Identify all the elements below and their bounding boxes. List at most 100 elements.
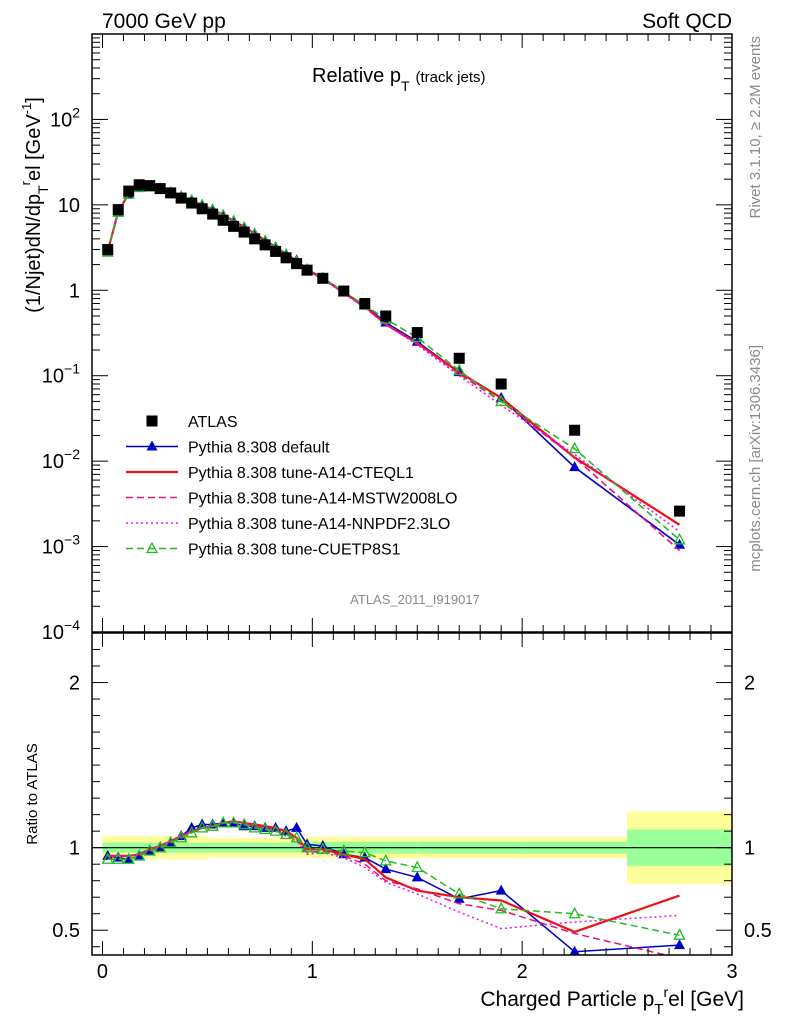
- analysis-id: ATLAS_2011_I919017: [350, 592, 480, 607]
- main-data-point: [568, 441, 581, 454]
- legend-marker-swatch: [145, 541, 159, 554]
- main-data-point: [317, 272, 329, 284]
- ratio-data-point: [154, 840, 167, 853]
- ratio-data-point: [185, 825, 198, 838]
- ratio-y-tick-label-left: 2: [69, 673, 80, 695]
- ratio-data-point: [122, 852, 135, 864]
- legend-entry: ATLAS: [146, 414, 238, 431]
- ratio-plot-frame: [91, 632, 733, 956]
- legend-label: Pythia 8.308 tune-A14-MSTW2008LO: [188, 491, 457, 508]
- side-text-rivet: Rivet 3.1.10, ≥ 2.2M events: [747, 36, 764, 219]
- main-data-point: [453, 363, 466, 376]
- ratio-data-point: [164, 835, 177, 848]
- ratio-data-point: [175, 830, 188, 843]
- legend-marker-swatch: [146, 415, 158, 427]
- ratio-data-point: [674, 939, 686, 950]
- ratio-data-point: [568, 906, 581, 919]
- ratio-data-point: [291, 821, 303, 832]
- legend-label: Pythia 8.308 tune-A14-CTEQL1: [188, 465, 414, 482]
- main-data-point: [175, 192, 187, 204]
- x-tick-label: 0: [97, 961, 108, 983]
- ratio-data-point: [316, 842, 329, 854]
- main-data-point: [154, 183, 166, 195]
- header-right-title: Soft QCD: [642, 10, 732, 33]
- ratio-data-point: [196, 820, 209, 833]
- ratio-data-point: [290, 830, 303, 843]
- ratio-data-point: [112, 852, 125, 864]
- legend-label: Pythia 8.308 tune-A14-NNPDF2.3LO: [188, 516, 450, 533]
- ratio-data-point: [280, 827, 293, 840]
- ratio-data-point: [358, 845, 371, 858]
- ratio-uncertainty-bands: [92, 811, 732, 884]
- ratio-data-point: [411, 871, 423, 882]
- ratio-data-point: [143, 844, 156, 856]
- ratio-data-point: [227, 816, 240, 828]
- ratio-series-line: [107, 820, 680, 930]
- ratio-data-point: [673, 928, 686, 940]
- main-data-point: [495, 394, 508, 407]
- y-tick-label: 10: [58, 195, 80, 217]
- main-plot-frame: [91, 33, 733, 633]
- y-tick-label: 10−4: [42, 617, 80, 644]
- main-data-point: [259, 239, 271, 251]
- legend-entry: Pythia 8.308 tune-A14-NNPDF2.3LO: [126, 516, 450, 533]
- main-data-point: [359, 298, 371, 310]
- legend-entry: Pythia 8.308 tune-A14-MSTW2008LO: [126, 491, 457, 508]
- side-text-mcplots: mcplots.cern.ch [arXiv:1306.3436]: [747, 345, 764, 572]
- ratio-data-point: [217, 816, 230, 828]
- plot-title-sub: T: [401, 78, 410, 94]
- ratio-data-point: [238, 817, 251, 830]
- legend-label: ATLAS: [188, 414, 238, 431]
- main-data-point: [280, 252, 292, 264]
- main-data-point: [228, 220, 240, 232]
- ratio-data-point: [206, 819, 219, 831]
- ratio-data-point: [133, 849, 146, 861]
- y-tick-label: 102: [50, 104, 80, 131]
- main-data-point: [674, 505, 686, 517]
- main-data-point: [102, 244, 114, 256]
- main-data-point: [338, 285, 350, 297]
- legend-entry: Pythia 8.308 tune-CUETP8S1: [126, 542, 401, 559]
- main-data-point: [411, 335, 423, 346]
- main-data-point: [207, 208, 219, 220]
- axis-tick-labels: 0 1 2 3 10−4 10−3 10−2 10−1 1 10 102 0.5 0.5 1 1 2 2: [42, 104, 772, 983]
- x-tick-label: 1: [307, 961, 318, 983]
- legend-entry: Pythia 8.308 tune-A14-CTEQL1: [126, 465, 414, 482]
- legend: ATLAS Pythia 8.308 default Pythia 8.308 tu…: [126, 414, 457, 559]
- ratio-data-point: [259, 822, 272, 835]
- main-data-point: [196, 203, 208, 215]
- legend-entry: Pythia 8.308 default: [126, 440, 330, 457]
- ratio-data-point: [123, 853, 135, 864]
- main-data-point: [673, 532, 686, 545]
- ratio-data-point: [248, 820, 261, 833]
- main-series-line: [106, 186, 681, 541]
- x-axis-label: Charged Particle pTrel [GeV]: [480, 984, 744, 1018]
- main-data-point: [495, 378, 507, 390]
- y-tick-label: 10−3: [42, 532, 80, 559]
- ratio-data-point: [101, 852, 114, 864]
- main-data-point: [270, 245, 282, 257]
- y-tick-label: 1: [69, 280, 80, 302]
- ratio-data-point: [411, 860, 424, 873]
- ratio-y-tick-label-left: 1: [69, 838, 80, 860]
- main-data-point: [291, 258, 303, 270]
- main-y-label: (1/Njet)dN/dpTrel [GeV-1]: [18, 97, 51, 313]
- ratio-data-point: [495, 901, 508, 914]
- main-data-point: [380, 310, 392, 322]
- main-data-point: [217, 214, 229, 226]
- y-tick-label: 10−1: [42, 361, 80, 388]
- main-data-point: [249, 233, 261, 245]
- ratio-data-point: [301, 840, 314, 853]
- plot-title-main: Relative p: [312, 65, 401, 87]
- ratio-data-point: [379, 853, 392, 866]
- main-data-point: [123, 185, 135, 197]
- axis-ticks: [92, 34, 733, 955]
- legend-marker-swatch: [146, 440, 158, 451]
- ratio-data-point: [337, 844, 350, 856]
- main-data-point: [453, 352, 465, 364]
- ratio-y-label: Ratio to ATLAS: [24, 743, 41, 844]
- main-data-point: [186, 197, 198, 209]
- ratio-y-tick-label-right: 1: [744, 838, 755, 860]
- y-tick-label: 10−2: [42, 446, 80, 473]
